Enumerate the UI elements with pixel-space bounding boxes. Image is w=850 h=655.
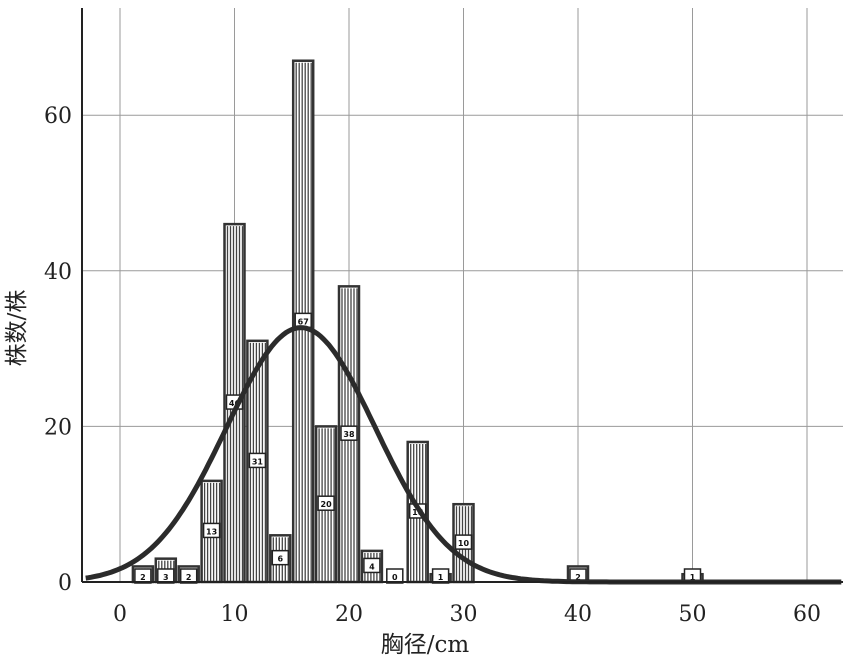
data-label: 13 <box>202 522 221 539</box>
data-label-text: 1 <box>690 573 696 582</box>
data-label-text: 3 <box>163 573 169 582</box>
data-label-text: 2 <box>575 573 581 582</box>
x-tick-label: 20 <box>335 602 363 627</box>
y-tick-label: 20 <box>44 415 72 440</box>
data-label: 10 <box>454 534 473 550</box>
data-label-text: 31 <box>252 457 264 466</box>
x-tick-label: 30 <box>450 602 478 627</box>
x-tick-label: 50 <box>679 602 707 627</box>
data-label-text: 2 <box>140 573 146 582</box>
data-label-text: 10 <box>458 539 470 548</box>
data-label-text: 2 <box>186 573 192 582</box>
data-label-text: 13 <box>206 527 217 536</box>
data-label: 4 <box>363 557 381 574</box>
x-tick-label: 10 <box>221 602 249 627</box>
data-label-text: 38 <box>343 430 355 439</box>
data-label: 31 <box>248 452 267 469</box>
data-label: 3 <box>157 568 175 584</box>
data-label: 20 <box>317 495 335 511</box>
y-tick-label: 0 <box>58 571 72 596</box>
grid-lines <box>82 8 843 582</box>
axes <box>81 8 843 583</box>
data-label: 6 <box>271 549 290 566</box>
y-tick-label: 60 <box>44 104 72 129</box>
data-label-text: 6 <box>278 555 284 564</box>
x-axis-label: 胸径/cm <box>381 632 470 655</box>
data-label-text: 1 <box>438 573 444 582</box>
data-label: 38 <box>340 425 358 441</box>
y-tick-label: 40 <box>44 260 72 285</box>
data-label: 2 <box>134 568 152 584</box>
data-label-text: 67 <box>298 317 309 326</box>
y-axis-label: 株数/株 <box>4 290 30 367</box>
x-tick-label: 40 <box>564 602 592 627</box>
data-label-text: 20 <box>321 500 333 509</box>
x-tick-label: 0 <box>113 602 127 627</box>
data-label: 1 <box>431 568 450 584</box>
data-label-text: 0 <box>392 573 398 582</box>
data-label: 0 <box>386 568 404 584</box>
data-label-text: 4 <box>369 562 375 571</box>
data-label: 2 <box>179 568 198 584</box>
x-tick-label: 60 <box>793 602 821 627</box>
data-label-text: 46 <box>229 399 241 408</box>
